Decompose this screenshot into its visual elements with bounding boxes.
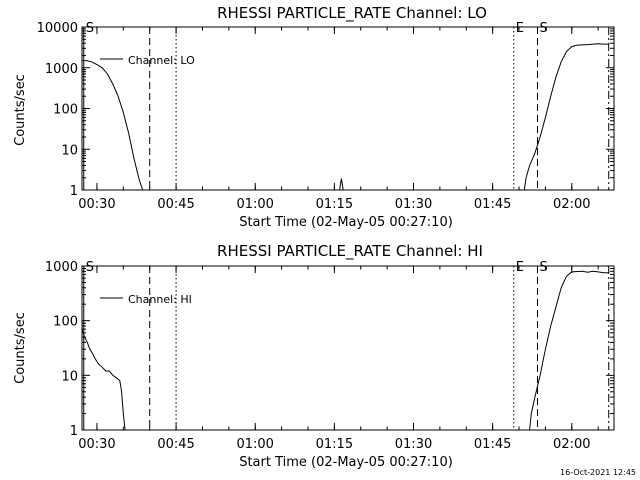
x-tick-label: 01:15 (316, 197, 353, 212)
lo-x-tick-labels: 00:30 00:45 01:00 01:15 01:30 01:45 02:00 (78, 197, 590, 212)
x-tick-label: 02:00 (553, 437, 590, 452)
lo-plot-frame (81, 26, 615, 191)
series-line (529, 270, 609, 431)
x-tick-label: 00:30 (78, 197, 115, 212)
x-tick-label: 00:45 (157, 197, 194, 212)
x-tick-label: 01:30 (395, 197, 432, 212)
lo-legend: Channel: LO (100, 54, 195, 67)
x-tick-label: 01:45 (474, 437, 511, 452)
x-tick-label: 01:30 (395, 437, 432, 452)
y-tick-label: 10 (61, 369, 78, 384)
x-tick-label: 01:00 (236, 437, 273, 452)
timestamp: 16-Oct-2021 12:45 (560, 468, 636, 477)
hi-legend-label: Channel: HI (128, 293, 192, 306)
marker-label: S (539, 21, 547, 36)
lo-tick-marks (82, 26, 614, 191)
lo-x-axis-label: Start Time (02-May-05 00:27:10) (239, 215, 453, 230)
hi-y-axis-label: Counts/sec (13, 312, 28, 384)
y-tick-label: 10 (61, 143, 78, 158)
hi-chart-title: RHESSI PARTICLE_RATE Channel: HI (217, 242, 483, 261)
lo-chart-title: RHESSI PARTICLE_RATE Channel: LO (217, 4, 487, 23)
lo-panel: RHESSI PARTICLE_RATE Channel: LO Counts/… (13, 4, 615, 230)
series-line (339, 178, 344, 191)
y-tick-label: 1 (70, 424, 78, 439)
x-tick-label: 02:00 (553, 197, 590, 212)
hi-plot-frame (81, 265, 615, 431)
marker-label: S (86, 21, 94, 36)
y-tick-label: 1000 (45, 260, 78, 275)
series-line (81, 328, 126, 431)
series-line (82, 60, 144, 191)
hi-x-tick-labels: 00:30 00:45 01:00 01:15 01:30 01:45 02:00 (78, 437, 590, 452)
series-line (523, 43, 609, 191)
marker-label: E (516, 260, 524, 275)
marker-label: S (86, 260, 94, 275)
x-tick-label: 00:45 (157, 437, 194, 452)
hi-legend: Channel: HI (100, 293, 192, 306)
y-tick-label: 10000 (37, 21, 78, 36)
lo-y-axis-label: Counts/sec (13, 74, 28, 146)
x-tick-label: 01:15 (316, 437, 353, 452)
y-tick-label: 100 (53, 103, 78, 118)
y-tick-label: 100 (53, 315, 78, 330)
hi-y-tick-labels: 1 10 100 1000 (45, 260, 78, 439)
hi-tick-marks (82, 265, 614, 431)
marker-label: E (516, 21, 524, 36)
lo-legend-label: Channel: LO (128, 54, 195, 67)
x-tick-label: 01:00 (236, 197, 273, 212)
x-tick-label: 00:30 (78, 437, 115, 452)
x-tick-label: 01:45 (474, 197, 511, 212)
marker-label: S (539, 260, 547, 275)
hi-panel: RHESSI PARTICLE_RATE Channel: HI Counts/… (13, 242, 615, 470)
lo-y-tick-labels: 1 10 100 1000 10000 (37, 21, 78, 199)
y-tick-label: 1000 (45, 62, 78, 77)
lo-series-lines (82, 43, 609, 191)
hi-x-axis-label: Start Time (02-May-05 00:27:10) (239, 455, 453, 470)
hi-series-lines (81, 270, 609, 431)
y-tick-label: 1 (70, 184, 78, 199)
